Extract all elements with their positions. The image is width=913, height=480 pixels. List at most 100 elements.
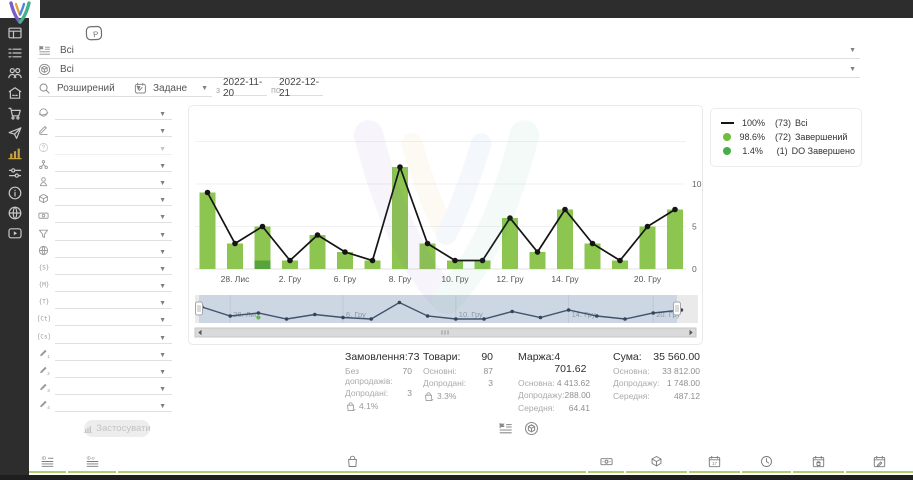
bar-completed[interactable] <box>584 243 601 270</box>
line-point[interactable] <box>314 232 321 238</box>
filter-dropdown[interactable]: ▼ <box>55 141 172 155</box>
filter-dropdown[interactable]: ▼ <box>55 158 172 172</box>
sliders-icon[interactable] <box>7 165 23 181</box>
line-point[interactable] <box>479 257 486 264</box>
table-header-clock[interactable] <box>742 451 791 473</box>
line-point[interactable] <box>672 206 678 213</box>
bar-completed[interactable] <box>639 226 656 270</box>
bar-completed[interactable] <box>612 260 628 270</box>
table-header-calendar-bag[interactable] <box>793 451 844 473</box>
line-point[interactable] <box>589 240 596 247</box>
send-icon[interactable] <box>7 125 23 141</box>
line-point[interactable] <box>232 240 238 247</box>
search-mode-select[interactable]: Розширений ▼ <box>38 80 146 97</box>
store-icon[interactable] <box>7 85 23 101</box>
filter-row-person[interactable]: ▼ <box>38 172 172 189</box>
video-icon[interactable] <box>7 225 23 241</box>
bar-completed[interactable] <box>254 226 271 261</box>
bar-completed[interactable] <box>309 235 326 269</box>
scrollbar-right-arrow[interactable] <box>689 329 693 336</box>
line-point[interactable] <box>287 257 293 264</box>
chart-icon[interactable] <box>7 145 23 161</box>
legend-item[interactable]: 98.6% (72) Завершений <box>719 130 855 144</box>
apply-button[interactable]: Застосувати <box>84 420 151 437</box>
filter-row-tag-{T}[interactable]: {T} ▼ <box>38 292 172 310</box>
filter-dropdown[interactable]: ▼ <box>55 175 172 189</box>
filter-dropdown[interactable]: ▼ <box>55 381 172 396</box>
bar-completed[interactable] <box>667 209 683 270</box>
date-mode-select[interactable]: Задане ▼ <box>134 80 212 97</box>
users-icon[interactable] <box>7 65 23 81</box>
bar-completed[interactable] <box>502 218 518 269</box>
bar-completed[interactable] <box>447 260 463 270</box>
filter-row-pencil-4[interactable]: 4 ▼ <box>38 395 172 413</box>
line-point[interactable] <box>644 223 651 230</box>
filter-dropdown[interactable]: ▼ <box>55 278 172 293</box>
filter-row-pencil-1[interactable]: 1 ▼ <box>38 344 172 361</box>
filter-row-pen-lines[interactable]: ▼ <box>38 120 172 138</box>
scrollbar-left-arrow[interactable] <box>198 329 202 336</box>
filter-dropdown[interactable]: ▼ <box>55 261 172 275</box>
promo-badge-icon[interactable]: P <box>83 23 107 44</box>
filter-dropdown[interactable]: ▼ <box>55 123 172 138</box>
list-icon[interactable] <box>7 45 23 61</box>
line-point[interactable] <box>342 249 348 255</box>
line-point[interactable] <box>204 189 211 196</box>
bar-completed[interactable] <box>282 260 298 270</box>
bar-completed[interactable] <box>227 243 243 270</box>
navigator-selected-range[interactable] <box>199 295 677 323</box>
filter-dropdown[interactable]: ▼ <box>55 295 172 310</box>
bar-completed[interactable] <box>392 167 408 269</box>
filter-dropdown[interactable]: ▼ <box>55 227 172 241</box>
bar-completed[interactable] <box>364 260 381 270</box>
filter-row-tag-{Ct}[interactable]: {Ct} ▼ <box>38 309 172 327</box>
line-point[interactable] <box>452 257 458 264</box>
filter-dropdown[interactable]: ▼ <box>55 330 172 344</box>
table-header-bag[interactable] <box>118 451 586 473</box>
filter-dropdown[interactable]: ▼ <box>55 209 172 224</box>
line-point[interactable] <box>424 240 431 247</box>
bar-completed[interactable] <box>474 260 491 270</box>
line-point[interactable] <box>617 257 623 264</box>
table-header-package[interactable] <box>626 451 687 473</box>
bar-completed[interactable] <box>337 252 353 269</box>
filter-row-hierarchy[interactable]: ▼ <box>38 155 172 172</box>
filter-dropdown[interactable]: ▼ <box>55 364 172 378</box>
legend-item[interactable]: 100% (73) Всі <box>719 116 855 130</box>
filter-dropdown[interactable]: ▼ <box>55 312 172 327</box>
filter-dropdown[interactable]: ▼ <box>55 347 172 361</box>
table-header-id-o-list[interactable]: ID-o <box>68 451 116 473</box>
legend-item[interactable]: 1.4% (1) DO Завершено <box>719 144 855 158</box>
filter-row-tag-{M}[interactable]: {M} ▼ <box>38 275 172 293</box>
dashboard-icon[interactable] <box>7 25 23 41</box>
table-header-calendar-edit[interactable] <box>846 451 913 473</box>
app-logo-icon[interactable] <box>7 1 33 25</box>
filter-row-banknote[interactable]: ▼ <box>38 206 172 224</box>
filter-row-planet[interactable]: ▼ <box>38 103 172 121</box>
date-to-input[interactable]: 2022-12-21 <box>279 77 323 99</box>
filter-row-tag-{Cs}[interactable]: {Cs} ▼ <box>38 326 172 344</box>
filter-dropdown[interactable]: ▼ <box>55 106 172 121</box>
filter-dropdown[interactable]: ▼ <box>55 398 172 413</box>
bar-completed[interactable] <box>199 192 216 270</box>
filter-row-help[interactable]: ▼ <box>38 137 172 155</box>
filter-row-web[interactable]: ▼ <box>38 241 172 258</box>
package-circle-icon[interactable] <box>524 421 539 436</box>
product-filter-select[interactable]: Всі ▼ <box>38 61 860 78</box>
table-header-calendar-17[interactable]: 17 <box>689 451 740 473</box>
flag-list-icon[interactable] <box>498 421 513 436</box>
filter-dropdown[interactable]: ▼ <box>55 192 172 207</box>
filter-row-tag-{S}[interactable]: {S} ▼ <box>38 258 172 275</box>
nav-handle-right[interactable] <box>673 301 681 316</box>
filter-row-funnel[interactable]: ▼ <box>38 223 172 241</box>
category-filter-select[interactable]: Всі ▼ <box>38 42 860 59</box>
filter-row-pencil-2[interactable]: 2 ▼ <box>38 361 172 378</box>
info-icon[interactable] <box>7 185 23 201</box>
table-header-banknote[interactable] <box>588 451 624 473</box>
bar-do-completed[interactable] <box>254 260 271 270</box>
filter-row-package[interactable]: ▼ <box>38 189 172 207</box>
filter-dropdown[interactable]: ▼ <box>55 244 172 258</box>
line-point[interactable] <box>369 257 376 264</box>
table-header-id-list[interactable]: ID <box>29 451 66 473</box>
line-point[interactable] <box>562 206 568 213</box>
